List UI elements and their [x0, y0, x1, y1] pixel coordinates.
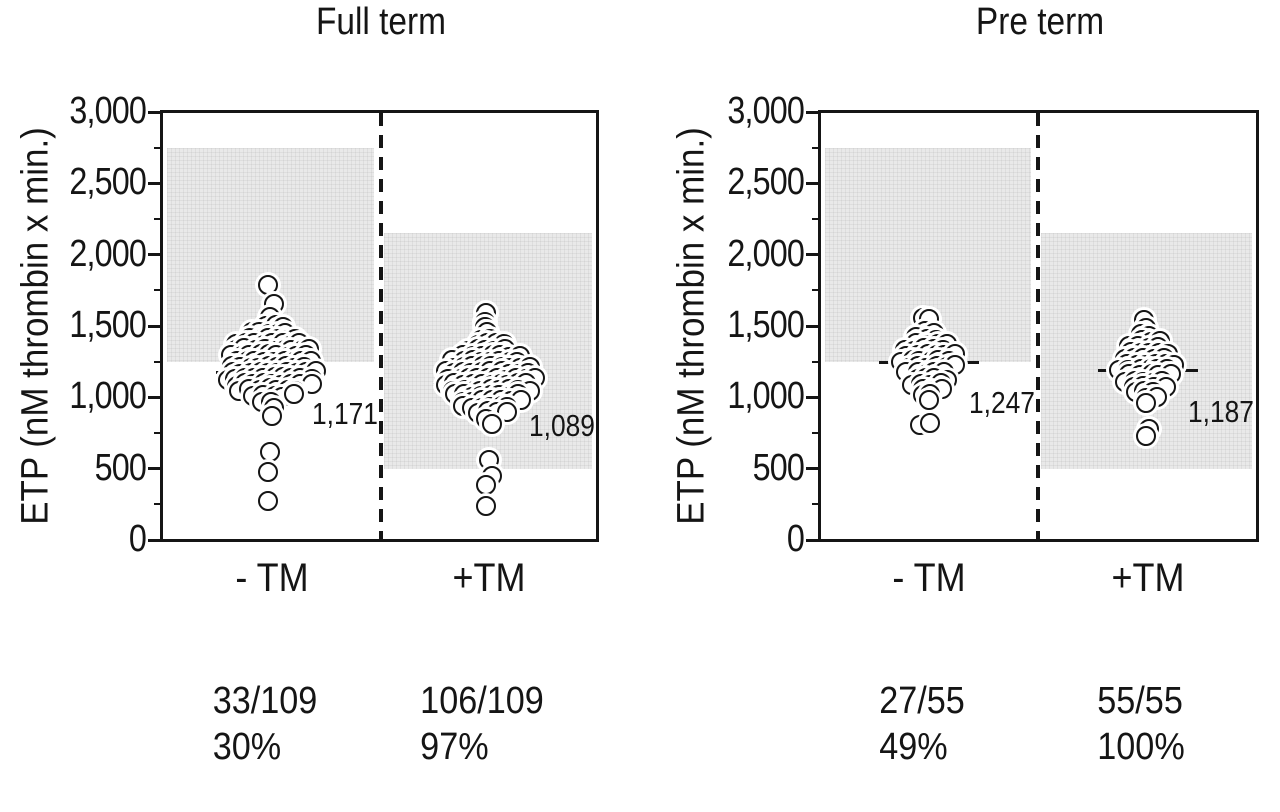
data-point — [257, 491, 278, 512]
median-value-label: 1,171 — [311, 395, 378, 431]
data-point — [257, 274, 278, 295]
y-minor-tick — [154, 218, 162, 220]
y-minor-tick — [812, 289, 820, 292]
x-tick-label-plus-tm: +TM — [1110, 556, 1185, 600]
count-block: 33/109 30% — [212, 678, 317, 770]
y-tick-label: 2,500 — [69, 161, 146, 204]
data-point — [283, 384, 304, 405]
y-major-tick — [806, 324, 820, 328]
panel-title-full-term: Full term — [315, 1, 447, 43]
data-point — [476, 496, 497, 517]
y-tick-label: 500 — [94, 446, 147, 489]
data-point — [475, 474, 496, 495]
median-value-label: 1,187 — [1187, 393, 1254, 429]
column-divider-dashed-line — [1036, 113, 1040, 539]
count-ratio-label: 27/55 — [879, 680, 965, 722]
y-major-tick — [148, 538, 162, 542]
y-tick-label: 3,000 — [727, 90, 804, 132]
y-minor-tick — [154, 289, 162, 292]
y-major-tick — [148, 253, 162, 257]
y-major-tick — [148, 467, 162, 471]
y-minor-tick — [812, 432, 820, 434]
x-tick-label-minus-tm: - TM — [892, 556, 966, 600]
y-tick-label: 2,000 — [727, 232, 804, 275]
count-ratio-label: 33/109 — [212, 680, 317, 722]
data-point — [1136, 425, 1157, 446]
y-major-tick — [148, 395, 162, 399]
panel-title-pre-term: Pre term — [975, 1, 1105, 43]
count-percent-label: 30% — [212, 726, 281, 768]
median-value-label: 1,089 — [529, 407, 595, 443]
y-minor-tick — [812, 360, 820, 363]
y-tick-label: 1,500 — [69, 304, 146, 346]
x-tick-label-plus-tm: +TM — [452, 556, 526, 600]
y-major-tick — [148, 181, 162, 185]
y-tick-label: 0 — [128, 518, 147, 560]
y-major-tick — [806, 110, 820, 114]
y-tick-label: 2,000 — [69, 232, 146, 275]
y-minor-tick — [154, 146, 162, 149]
count-percent-label: 49% — [879, 726, 948, 768]
y-minor-tick — [812, 218, 820, 220]
y-major-tick — [806, 181, 820, 185]
count-block: 55/55 100% — [1097, 678, 1184, 770]
column-divider-dashed-line — [379, 113, 383, 539]
data-point — [496, 401, 517, 422]
data-point — [918, 390, 939, 410]
data-point — [1135, 393, 1156, 414]
count-percent-label: 100% — [1096, 726, 1185, 768]
reference-range-shade — [167, 147, 374, 362]
y-major-tick — [806, 395, 820, 399]
count-ratio-label: 55/55 — [1096, 680, 1183, 722]
data-point — [258, 462, 279, 483]
y-minor-tick — [154, 432, 162, 434]
y-minor-tick — [812, 503, 820, 506]
data-point — [260, 441, 281, 462]
data-point — [919, 413, 940, 434]
y-major-tick — [148, 324, 162, 328]
count-ratio-label: 106/109 — [420, 680, 544, 722]
y-tick-label: 2,500 — [727, 161, 804, 204]
y-major-tick — [806, 538, 820, 542]
y-tick-label: 1,000 — [69, 375, 146, 418]
data-point — [482, 413, 503, 434]
y-major-tick — [148, 110, 162, 114]
y-major-tick — [806, 467, 820, 471]
count-block: 27/55 49% — [879, 678, 965, 770]
y-tick-label: 500 — [752, 446, 805, 489]
reference-range-shade — [384, 233, 592, 469]
y-major-tick — [806, 253, 820, 257]
count-block: 106/109 97% — [420, 678, 544, 770]
y-minor-tick — [154, 503, 162, 506]
y-tick-label: 3,000 — [69, 90, 146, 132]
y-tick-label: 1,000 — [727, 375, 804, 418]
y-tick-label: 0 — [786, 518, 805, 560]
median-value-label: 1,247 — [969, 385, 1035, 421]
y-tick-label: 1,500 — [727, 304, 804, 346]
y-minor-tick — [812, 146, 820, 149]
y-minor-tick — [154, 360, 162, 363]
data-point — [262, 405, 283, 426]
x-tick-label-minus-tm: - TM — [234, 556, 309, 600]
count-percent-label: 97% — [420, 726, 489, 768]
